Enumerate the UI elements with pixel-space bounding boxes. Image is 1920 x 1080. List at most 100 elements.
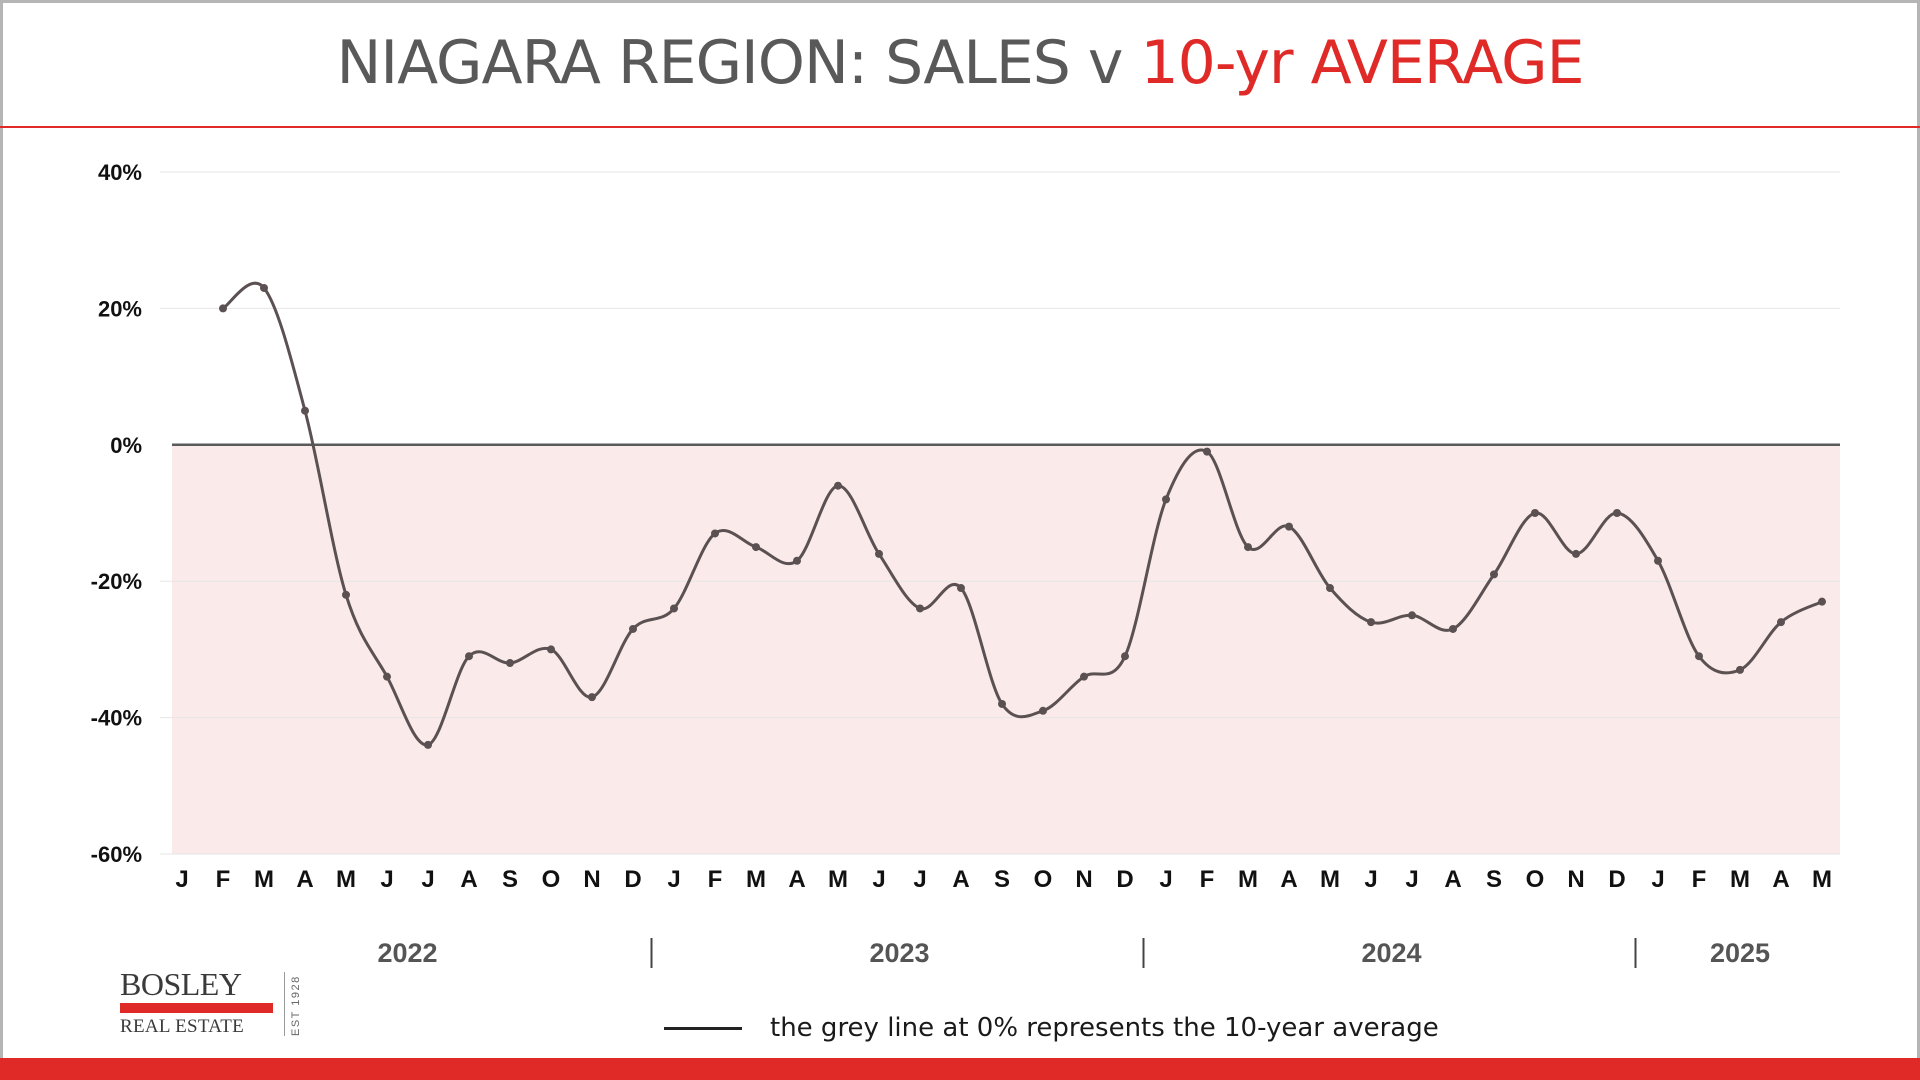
data-point (1654, 556, 1662, 565)
data-point (1285, 522, 1293, 531)
data-point (1818, 597, 1826, 606)
x-tick-label: J (380, 866, 393, 893)
x-tick-label: J (667, 866, 680, 893)
data-point (301, 406, 309, 415)
data-point (1490, 570, 1498, 579)
x-tick-label: D (624, 866, 641, 893)
data-point (1326, 584, 1334, 593)
data-point (260, 283, 268, 292)
x-tick-label: N (1075, 866, 1092, 893)
data-point (424, 740, 432, 749)
data-point (711, 529, 719, 538)
x-tick-label: A (788, 866, 805, 893)
x-tick-label: M (336, 866, 356, 893)
x-tick-label: F (708, 866, 723, 893)
x-tick-label: N (583, 866, 600, 893)
x-tick-label: J (872, 866, 885, 893)
x-tick-label: M (1320, 866, 1340, 893)
x-tick-label: A (460, 866, 477, 893)
data-point (1736, 665, 1744, 674)
data-point (957, 584, 965, 593)
x-tick-label: M (1238, 866, 1258, 893)
x-tick-label: F (1200, 866, 1215, 893)
data-point (998, 699, 1006, 708)
title-accent: 10-yr AVERAGE (1140, 28, 1584, 98)
data-point (1080, 672, 1088, 681)
title-bar: NIAGARA REGION: SALES v 10-yr AVERAGE (0, 0, 1920, 128)
data-point (1695, 652, 1703, 661)
y-tick-label: 0% (110, 433, 142, 458)
data-point (875, 549, 883, 558)
x-tick-label: J (175, 866, 188, 893)
x-tick-label: A (1444, 866, 1461, 893)
data-point (219, 304, 227, 313)
x-tick-label: S (994, 866, 1010, 893)
x-tick-label: M (254, 866, 274, 893)
data-point (465, 652, 473, 661)
x-tick-label: D (1116, 866, 1133, 893)
data-point (1777, 618, 1785, 627)
x-tick-label: J (1651, 866, 1664, 893)
data-point (1121, 652, 1129, 661)
x-tick-label: S (1486, 866, 1502, 893)
x-tick-label: J (1405, 866, 1418, 893)
x-tick-label: M (746, 866, 766, 893)
x-tick-label: O (1034, 866, 1053, 893)
x-tick-label: M (1730, 866, 1750, 893)
sales-vs-average-chart: 40%20%0%-20%-40%-60%J F M A M J J A S O N D J F M A M J J A… (91, 160, 1840, 968)
y-tick-label: -20% (91, 569, 142, 594)
legend-line-swatch (664, 1026, 742, 1030)
below-average-shading (172, 444, 1840, 854)
bosley-logo: BOSLEY REAL ESTATE EST 1928 (120, 964, 320, 1044)
bottom-accent-bar (0, 1058, 1920, 1080)
data-point (1244, 543, 1252, 552)
x-tick-label: A (952, 866, 969, 893)
x-tick-label: M (1812, 866, 1832, 893)
data-point (670, 604, 678, 613)
data-point (834, 481, 842, 490)
data-point (1039, 706, 1047, 715)
year-label: 2022 (377, 938, 437, 968)
y-tick-label: 40% (98, 160, 142, 185)
logo-subtitle: REAL ESTATE (120, 1016, 245, 1037)
logo-name: BOSLEY (120, 966, 242, 1002)
x-tick-label: J (913, 866, 926, 893)
x-tick-label: F (1692, 866, 1707, 893)
x-tick-label: J (421, 866, 434, 893)
x-tick-label: O (1526, 866, 1545, 893)
data-point (1367, 618, 1375, 627)
x-tick-label: O (542, 866, 561, 893)
data-point (1572, 549, 1580, 558)
x-tick-label: A (1280, 866, 1297, 893)
data-point (752, 543, 760, 552)
x-tick-label: D (1608, 866, 1625, 893)
data-point (547, 645, 555, 654)
data-point (916, 604, 924, 613)
chart-title: NIAGARA REGION: SALES v 10-yr AVERAGE (336, 28, 1584, 98)
year-label: 2025 (1710, 938, 1770, 968)
x-tick-label: S (502, 866, 518, 893)
data-point (506, 659, 514, 668)
y-tick-label: 20% (98, 296, 142, 321)
x-tick-label: N (1567, 866, 1584, 893)
data-point (1203, 447, 1211, 456)
y-tick-label: -40% (91, 706, 142, 731)
legend-text: the grey line at 0% represents the 10-ye… (770, 1013, 1439, 1043)
data-point (1449, 624, 1457, 633)
data-point (1162, 495, 1170, 504)
legend: the grey line at 0% represents the 10-ye… (664, 1010, 1439, 1046)
data-point (629, 624, 637, 633)
x-tick-label: J (1159, 866, 1172, 893)
year-label: 2024 (1361, 938, 1421, 968)
title-main: NIAGARA REGION: SALES v (336, 28, 1141, 98)
data-point (1613, 509, 1621, 517)
x-tick-label: A (1772, 866, 1789, 893)
x-tick-label: J (1364, 866, 1377, 893)
data-point (383, 672, 391, 681)
y-tick-label: -60% (91, 842, 142, 867)
data-point (1408, 611, 1416, 620)
logo-est: EST 1928 (290, 975, 302, 1036)
data-point (342, 590, 350, 599)
x-tick-label: F (216, 866, 231, 893)
